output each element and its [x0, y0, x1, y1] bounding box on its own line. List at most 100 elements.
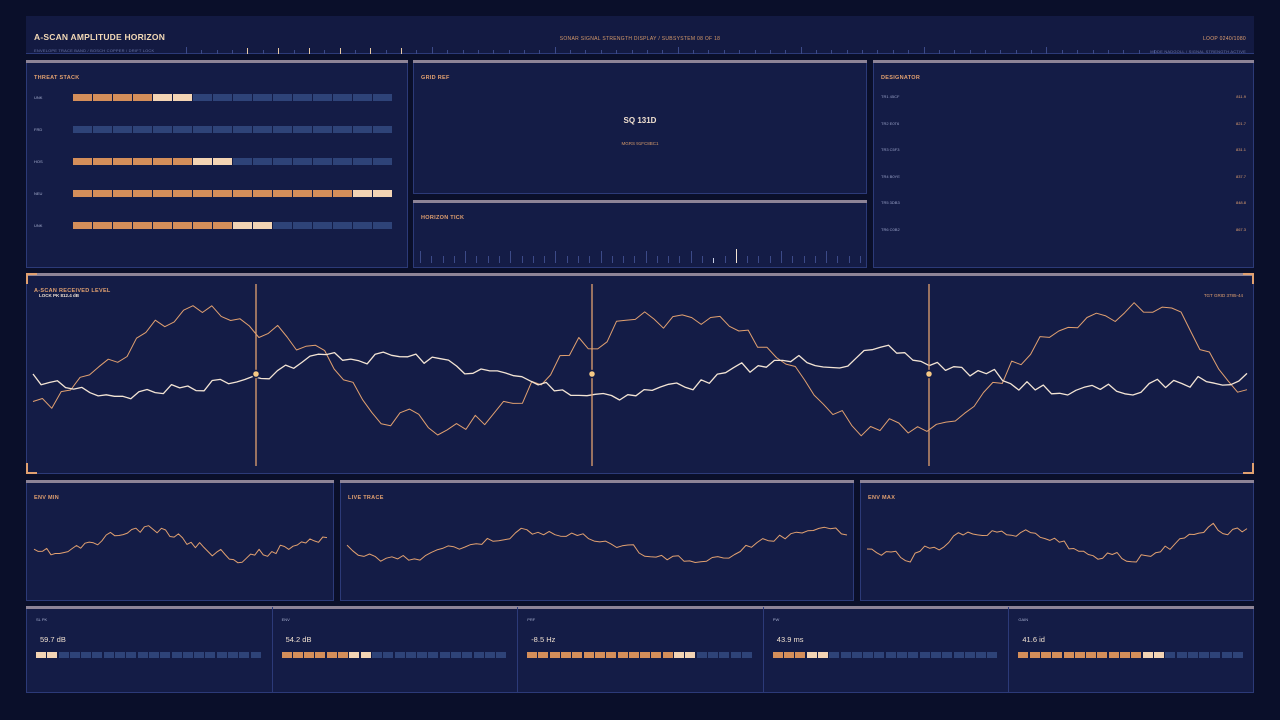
horizon-tick	[476, 256, 478, 263]
stat-segment	[417, 652, 428, 658]
loop-counter: LOOP 0240/1080	[1202, 36, 1246, 42]
ruler-tick	[216, 50, 218, 54]
threat-level-bar	[73, 190, 392, 197]
stat-segment	[1221, 652, 1232, 658]
stat-segment	[719, 652, 730, 658]
ruler-tick	[308, 48, 310, 54]
threat-segment	[273, 190, 292, 197]
threat-segment	[213, 94, 232, 101]
stat-segment	[817, 652, 828, 658]
stat-segment	[1142, 652, 1153, 658]
stat-segment	[338, 652, 349, 658]
stat-segment	[1052, 652, 1063, 658]
horizon-tick	[769, 256, 771, 263]
threat-segment	[213, 190, 232, 197]
threat-segment	[153, 158, 172, 165]
horizon-tick	[803, 256, 805, 263]
stat-segment	[549, 652, 560, 658]
designator-row: TR3 C5F3 831.1	[881, 147, 1246, 155]
designator-value: 867.3	[1235, 226, 1246, 232]
threat-segment	[213, 126, 232, 133]
stat-cell: PRF -8.5 Hz	[518, 607, 764, 692]
threat-segment	[353, 190, 372, 197]
horizon-tick	[498, 256, 500, 263]
stat-segment	[47, 652, 58, 658]
threat-segment	[373, 126, 392, 133]
a-scan-panel: A-SCAN RECEIVED LEVEL LOCK PK 812.4 dB T…	[26, 273, 1254, 474]
app-subtitle: ENVELOPE TRACE BAND / BOSCH COPPER / DRI…	[34, 48, 155, 53]
stat-cell: ENV 54.2 dB	[273, 607, 519, 692]
cursor-marker[interactable]	[251, 369, 261, 379]
stat-segment	[840, 652, 851, 658]
stat-segment	[103, 652, 114, 658]
stat-segment	[383, 652, 394, 658]
ruler-tick	[262, 50, 264, 54]
threat-segment	[193, 222, 212, 229]
stat-label: PW	[772, 617, 780, 622]
horizon-tick	[589, 256, 591, 263]
ruler-tick	[1077, 50, 1079, 54]
ruler-tick	[631, 50, 633, 54]
stat-segment	[182, 652, 193, 658]
horizon-tick	[860, 256, 861, 263]
stat-segment	[930, 652, 941, 658]
stat-segment	[874, 652, 885, 658]
threat-segment	[193, 94, 212, 101]
threat-segment	[273, 94, 292, 101]
stat-segment	[315, 652, 326, 658]
threat-segment	[73, 126, 92, 133]
threat-segment	[333, 190, 352, 197]
stat-label: SL PK	[36, 617, 48, 622]
threat-segment	[113, 190, 132, 197]
ruler-tick	[984, 50, 986, 54]
ruler-tick	[416, 50, 418, 54]
stat-segment	[1210, 652, 1221, 658]
threat-segment	[73, 190, 92, 197]
threat-segment	[73, 158, 92, 165]
stat-segment	[784, 652, 795, 658]
ruler-tick	[462, 50, 464, 54]
threat-row-label: UNK	[34, 223, 43, 228]
stat-segment	[1153, 652, 1164, 658]
stat-label: ENV	[281, 617, 290, 622]
timeline-ruler	[186, 44, 1155, 54]
threat-segment	[173, 94, 192, 101]
grid-square: SQ 131D	[623, 116, 657, 125]
ruler-tick	[646, 50, 648, 54]
ruler-tick	[938, 50, 940, 54]
stat-segment	[806, 652, 817, 658]
stat-segment	[194, 652, 205, 658]
ruler-tick	[508, 50, 510, 54]
threat-segment	[193, 158, 212, 165]
stat-level-bar	[527, 652, 752, 658]
stat-level-bar	[1018, 652, 1244, 658]
horizon-tick	[431, 256, 433, 263]
stat-segment	[1040, 652, 1051, 658]
stat-segment	[349, 652, 360, 658]
stat-segment	[462, 652, 473, 658]
env-max-title: ENV MAX	[868, 495, 896, 501]
status-text: MODE NADGOLL / SIGNAL STRENGTH ACTIVE	[1150, 49, 1246, 54]
ruler-tick	[1092, 50, 1094, 54]
horizon-tick	[465, 251, 467, 263]
ruler-tick	[247, 48, 249, 54]
stat-segment	[115, 652, 126, 658]
threat-segment	[133, 222, 152, 229]
horizon-tick-scale	[420, 245, 861, 263]
ruler-tick	[815, 50, 817, 54]
threat-segment	[233, 158, 252, 165]
live-trace-plot	[346, 526, 848, 563]
cursor-marker[interactable]	[924, 369, 934, 379]
env-max-panel: ENV MAX	[860, 480, 1254, 601]
cursor-marker[interactable]	[587, 369, 597, 379]
ruler-tick	[1000, 50, 1002, 54]
ruler-tick	[186, 47, 187, 54]
horizon-tick	[420, 251, 421, 263]
ruler-tick	[677, 47, 679, 54]
ruler-tick	[524, 50, 526, 54]
threat-segment	[233, 222, 252, 229]
stat-segment	[964, 652, 975, 658]
ruler-tick	[754, 50, 756, 54]
stat-segment	[428, 652, 439, 658]
threat-segment	[173, 222, 192, 229]
